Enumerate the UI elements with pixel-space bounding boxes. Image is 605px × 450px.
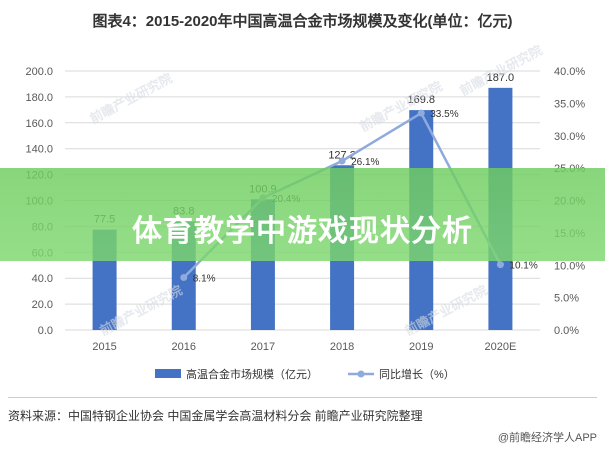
growth-point (496, 261, 504, 269)
bar-value-label: 169.8 (407, 94, 435, 106)
growth-point (180, 274, 188, 282)
x-tick-label: 2016 (172, 341, 196, 353)
y-tick-label-left: 180.0 (25, 92, 53, 104)
banner-overlay (0, 168, 605, 261)
x-tick-label: 2015 (92, 341, 116, 353)
growth-value-label: 8.1% (193, 274, 216, 285)
legend-label-line: 同比增长（%） (379, 367, 455, 381)
y-tick-label-left: 0.0 (38, 325, 53, 337)
growth-value-label: 10.1% (509, 261, 537, 272)
x-tick-label: 2017 (251, 341, 275, 353)
x-tick-label: 2020E (485, 341, 517, 353)
y-tick-label-left: 200.0 (25, 66, 53, 78)
y-tick-label-right: 10.0% (554, 260, 585, 272)
growth-value-label: 26.1% (351, 157, 379, 168)
x-tick-label: 2019 (409, 341, 433, 353)
growth-value-label: 33.5% (430, 109, 458, 120)
y-tick-label-right: 35.0% (554, 98, 585, 110)
x-tick-label: 2018 (330, 341, 354, 353)
source-note: 资料来源：中国特钢企业协会 中国金属学会高温材料分会 前瞻产业研究院整理 (8, 409, 423, 423)
y-tick-label-left: 140.0 (25, 144, 53, 156)
credit-label: @前瞻经济学人APP (497, 432, 597, 444)
bar-value-label: 187.0 (487, 72, 515, 84)
footer-divider (8, 397, 597, 398)
y-tick-label-right: 5.0% (554, 293, 579, 305)
y-tick-label-right: 0.0% (554, 325, 579, 337)
legend-marker-line (357, 370, 365, 378)
legend-label-bar: 高温合金市场规模（亿元） (186, 367, 318, 381)
y-tick-label-left: 20.0 (32, 299, 53, 311)
growth-point (417, 109, 425, 117)
y-tick-label-left: 40.0 (32, 273, 53, 285)
y-tick-label-right: 30.0% (554, 131, 585, 143)
legend-swatch-bar (155, 369, 181, 378)
growth-point (338, 157, 346, 165)
y-tick-label-left: 160.0 (25, 118, 53, 130)
chart-title: 图表4：2015-2020年中国高温合金市场规模及变化(单位：亿元) (92, 13, 513, 30)
banner-text: 体育教学中游戏现状分析 (132, 215, 473, 248)
y-tick-label-right: 40.0% (554, 66, 585, 78)
